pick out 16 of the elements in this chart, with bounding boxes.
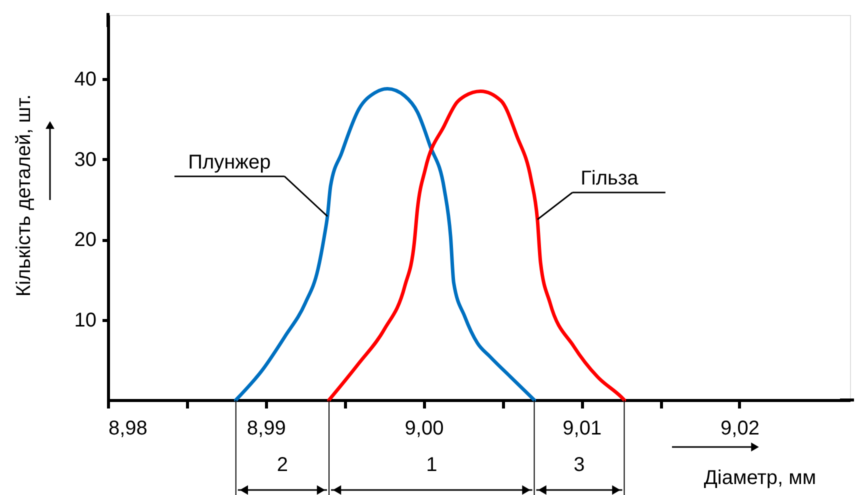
y-tick-label: 10 <box>74 309 96 332</box>
y-tick-label: 40 <box>74 68 96 91</box>
text: 2 <box>276 454 288 476</box>
text: Плунжер <box>188 151 271 174</box>
x-tick-label: 9,00 <box>404 418 444 440</box>
y-axis-title: Кількість деталей, шт. <box>13 94 35 297</box>
y-tick-label: 30 <box>74 148 96 171</box>
text: 3 <box>574 454 585 476</box>
text: 1 <box>426 454 438 476</box>
x-tick-label: 8,99 <box>246 418 286 440</box>
y-tick-label: 20 <box>74 229 96 252</box>
text: Гільза <box>580 168 640 190</box>
x-axis-title: Діаметр, мм <box>704 467 816 489</box>
x-tick-label: 9,01 <box>562 418 602 440</box>
x-tick-label: 8,98 <box>108 418 148 440</box>
x-tick-label: 9,02 <box>720 418 760 440</box>
